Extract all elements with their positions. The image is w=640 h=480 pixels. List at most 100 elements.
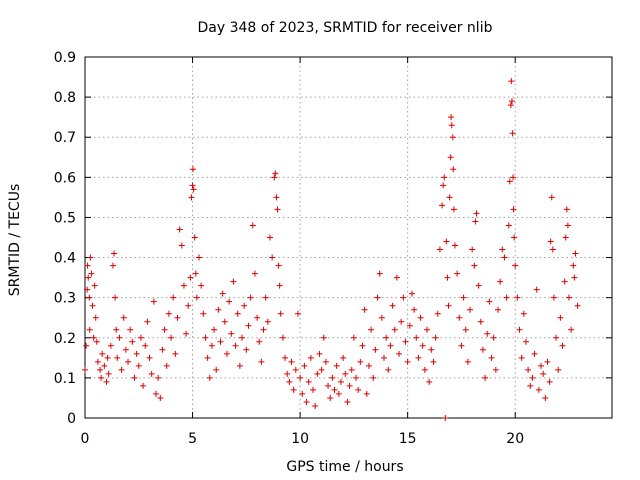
data-point: [484, 330, 491, 337]
data-point: [251, 270, 258, 277]
data-point: [434, 310, 441, 317]
data-point: [188, 194, 195, 201]
data-point: [191, 234, 198, 241]
data-point: [310, 386, 317, 393]
data-point: [428, 346, 435, 353]
data-point: [90, 334, 97, 341]
data-point: [109, 262, 116, 269]
y-tick-label: 0.7: [54, 130, 76, 146]
data-point: [219, 290, 226, 297]
data-point: [436, 246, 443, 253]
data-point: [226, 298, 233, 305]
data-point: [357, 358, 364, 365]
data-point: [211, 326, 218, 333]
data-point: [408, 290, 415, 297]
data-point: [89, 302, 96, 309]
data-point: [546, 378, 553, 385]
data-point: [445, 302, 452, 309]
data-point: [148, 370, 155, 377]
data-point: [456, 314, 463, 321]
data-point: [380, 354, 387, 361]
data-point: [172, 350, 179, 357]
data-point: [273, 194, 280, 201]
data-point: [232, 342, 239, 349]
data-point: [516, 326, 523, 333]
data-point: [448, 122, 455, 129]
data-point: [262, 294, 269, 301]
data-point: [301, 362, 308, 369]
data-point: [472, 218, 479, 225]
data-point: [348, 366, 355, 373]
data-point: [331, 386, 338, 393]
x-tick-label: 15: [399, 431, 417, 447]
data-point: [234, 310, 241, 317]
data-point: [307, 354, 314, 361]
data-point: [387, 342, 394, 349]
data-point: [190, 186, 197, 193]
data-point: [378, 314, 385, 321]
data-point: [413, 334, 420, 341]
data-point: [135, 362, 142, 369]
data-point: [187, 274, 194, 281]
data-point: [215, 306, 222, 313]
data-point: [189, 182, 196, 189]
y-tick-label: 0.4: [54, 251, 76, 267]
data-point: [448, 114, 455, 121]
data-point: [568, 326, 575, 333]
data-point: [520, 310, 527, 317]
data-point: [276, 282, 283, 289]
data-point: [400, 294, 407, 301]
y-tick-label: 0: [67, 411, 76, 427]
x-tick-label: 5: [188, 431, 197, 447]
data-point: [297, 374, 304, 381]
data-point: [91, 282, 98, 289]
data-point: [271, 174, 278, 181]
data-point: [155, 374, 162, 381]
data-point: [404, 358, 411, 365]
data-point: [163, 362, 170, 369]
data-point: [549, 246, 556, 253]
data-point: [376, 270, 383, 277]
data-point: [208, 342, 215, 349]
data-point: [288, 358, 295, 365]
data-point: [510, 174, 517, 181]
data-point: [133, 350, 140, 357]
data-point: [443, 238, 450, 245]
data-point: [275, 262, 282, 269]
y-tick-label: 0.6: [54, 170, 76, 186]
data-point: [269, 254, 276, 261]
data-point: [93, 338, 100, 345]
data-point: [473, 210, 480, 217]
data-point: [193, 294, 200, 301]
data-point: [318, 366, 325, 373]
data-point: [274, 206, 281, 213]
data-point: [374, 294, 381, 301]
data-point: [396, 350, 403, 357]
data-point: [557, 314, 564, 321]
data-point: [189, 166, 196, 173]
data-point: [447, 154, 454, 161]
data-point: [292, 366, 299, 373]
data-point: [370, 374, 377, 381]
data-point: [125, 358, 132, 365]
data-point: [86, 294, 93, 301]
data-point: [279, 334, 286, 341]
data-point: [316, 350, 323, 357]
data-point: [514, 294, 521, 301]
data-point: [254, 314, 261, 321]
data-point: [561, 278, 568, 285]
data-point: [477, 318, 484, 325]
data-point: [312, 402, 319, 409]
data-point: [402, 338, 409, 345]
data-point: [112, 294, 119, 301]
data-point: [398, 318, 405, 325]
data-point: [223, 350, 230, 357]
data-point: [314, 370, 321, 377]
data-point: [432, 334, 439, 341]
data-point: [509, 130, 516, 137]
data-point: [277, 310, 284, 317]
data-point: [542, 394, 549, 401]
data-point: [245, 322, 252, 329]
y-tick-label: 0.3: [54, 291, 76, 307]
